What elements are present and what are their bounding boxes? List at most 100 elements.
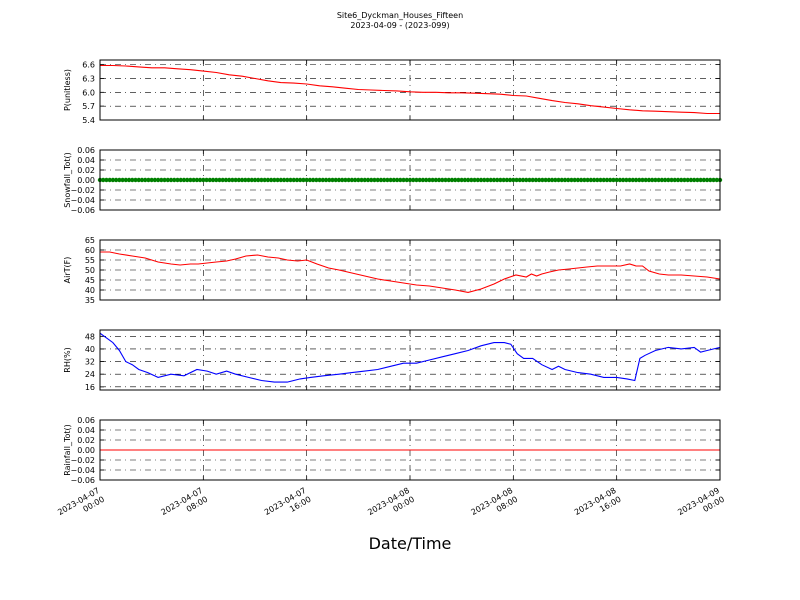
snowfall-point xyxy=(472,177,477,183)
snowfall-point xyxy=(475,177,481,183)
y-tick-label: 0.02 xyxy=(77,436,95,445)
snowfall-point xyxy=(239,177,245,183)
snowfall-point xyxy=(162,177,167,183)
snowfall-point xyxy=(275,177,280,183)
y-tick-label: 40 xyxy=(85,345,95,354)
panel-frame xyxy=(99,149,721,211)
snowfall-point xyxy=(672,177,677,183)
snowfall-point xyxy=(356,177,361,183)
snowfall-point xyxy=(443,177,448,183)
y-tick-label: 6.6 xyxy=(82,61,95,70)
snowfall-point xyxy=(246,177,251,183)
snowfall-point xyxy=(433,177,439,183)
snowfall-point xyxy=(501,177,506,183)
snowfall-point xyxy=(469,177,474,183)
snowfall-point xyxy=(478,177,484,183)
snowfall-point xyxy=(346,177,351,183)
snowfall-point xyxy=(110,177,116,183)
snowfall-point xyxy=(698,177,703,183)
snowfall-point xyxy=(197,177,203,183)
snowfall-point xyxy=(491,177,497,183)
snowfall-point xyxy=(714,177,719,183)
snowfall-point xyxy=(223,177,229,183)
snowfall-point xyxy=(401,177,406,183)
x-tick-label: 2023-04-0700:00 xyxy=(56,486,106,526)
y-tick-label: 40 xyxy=(85,286,95,295)
snowfall-point xyxy=(268,177,274,183)
snowfall-point xyxy=(524,177,529,183)
snowfall-point xyxy=(175,177,180,183)
snowfall-point xyxy=(365,177,371,183)
y-axis-label: Rainfall_Tot() xyxy=(63,424,72,476)
snowfall-point xyxy=(310,177,316,183)
snowfall-point xyxy=(504,177,510,183)
snowfall-point xyxy=(388,177,393,183)
snowfall-point xyxy=(256,177,261,183)
snowfall-point xyxy=(317,177,322,183)
snowfall-point xyxy=(327,177,332,183)
snowfall-point xyxy=(449,177,455,183)
snowfall-point xyxy=(530,177,535,183)
snowfall-point xyxy=(595,177,600,183)
snowfall-point xyxy=(130,177,135,183)
snowfall-point xyxy=(691,177,697,183)
y-tick-label: 0.02 xyxy=(77,166,95,175)
snowfall-point xyxy=(113,177,119,183)
snowfall-point xyxy=(243,177,248,183)
snowfall-point xyxy=(430,177,435,183)
snowfall-point xyxy=(527,177,532,183)
snowfall-point xyxy=(446,177,451,183)
snowfall-point xyxy=(398,177,403,183)
snowfall-point xyxy=(588,177,594,183)
y-tick-label: 60 xyxy=(85,246,95,255)
snowfall-point xyxy=(143,177,148,183)
snowfall-point xyxy=(511,177,516,183)
snowfall-point xyxy=(633,177,639,183)
snowfall-point xyxy=(281,177,287,183)
snowfall-point xyxy=(304,177,309,183)
snowfall-point xyxy=(575,177,581,183)
snowfall-point xyxy=(101,177,106,183)
snowfall-point xyxy=(549,177,555,183)
snowfall-point xyxy=(288,177,293,183)
snowfall-point xyxy=(136,177,141,183)
snowfall-point xyxy=(352,177,358,183)
snowfall-point xyxy=(688,177,694,183)
snowfall-point xyxy=(701,177,707,183)
snowfall-point xyxy=(184,177,190,183)
snowfall-point xyxy=(375,177,380,183)
snowfall-point xyxy=(653,177,658,183)
y-tick-label: 0.06 xyxy=(77,416,95,425)
snowfall-point xyxy=(214,177,219,183)
snowfall-point xyxy=(569,177,574,183)
snowfall-point xyxy=(139,177,145,183)
snowfall-point xyxy=(520,177,526,183)
snowfall-point xyxy=(546,177,552,183)
y-tick-label: 35 xyxy=(85,296,95,305)
snowfall-point xyxy=(462,177,468,183)
snowfall-point xyxy=(146,177,151,183)
snowfall-point xyxy=(133,177,138,183)
snowfall-point xyxy=(159,177,164,183)
snowfall-point xyxy=(149,177,154,183)
y-tick-label: 55 xyxy=(85,256,95,265)
snowfall-point xyxy=(307,177,313,183)
snowfall-point xyxy=(372,177,377,183)
x-tick-label: 2023-04-0800:00 xyxy=(366,486,416,526)
y-tick-label: 0.06 xyxy=(77,146,95,155)
snowfall-point xyxy=(339,177,345,183)
x-tick-label: 2023-04-0708:00 xyxy=(160,486,210,526)
snowfall-point xyxy=(423,177,429,183)
snowfall-point xyxy=(456,177,461,183)
snowfall-point xyxy=(378,177,384,183)
y-tick-label: −0.06 xyxy=(70,206,95,215)
y-tick-label: −0.06 xyxy=(70,476,95,485)
snowfall-point xyxy=(507,177,513,183)
y-tick-label: 6.3 xyxy=(82,74,95,83)
snowfall-point xyxy=(294,177,300,183)
snowfall-point xyxy=(669,177,674,183)
y-tick-label: 50 xyxy=(85,266,95,275)
snowfall-point xyxy=(123,177,129,183)
snowfall-point xyxy=(188,177,193,183)
snowfall-point xyxy=(617,177,623,183)
